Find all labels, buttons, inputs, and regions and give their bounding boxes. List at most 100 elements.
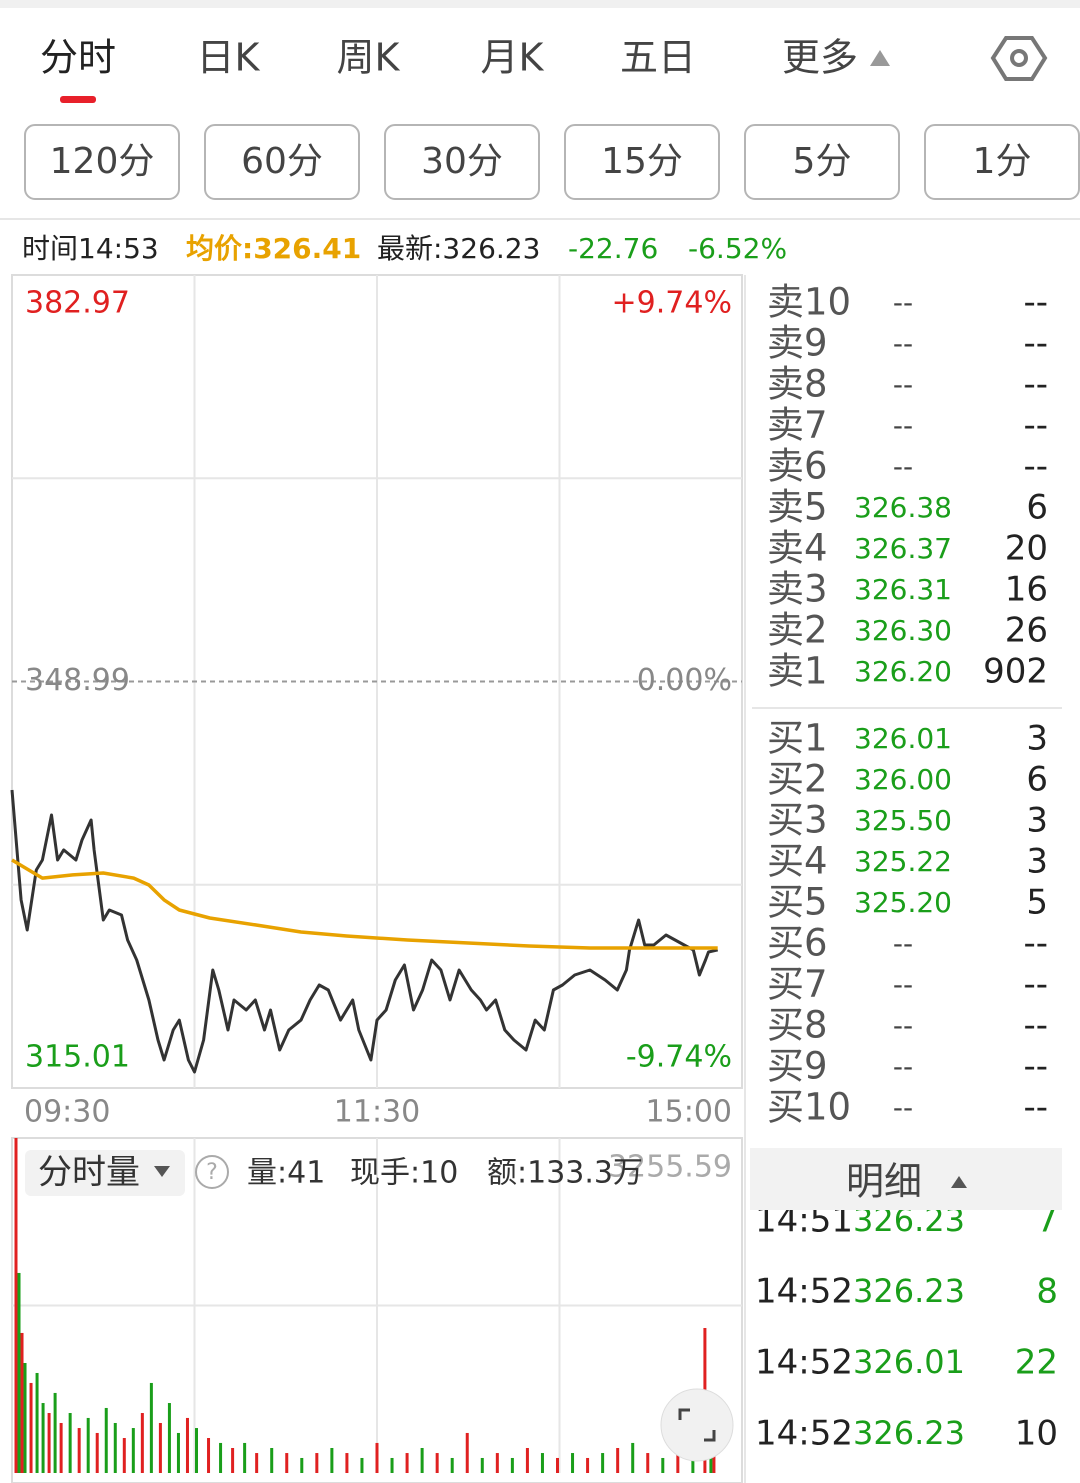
book-volume: -- — [1023, 406, 1048, 446]
tab[interactable]: 更多 — [782, 36, 858, 80]
book-volume: 3 — [1026, 801, 1048, 841]
book-volume: -- — [1023, 283, 1048, 323]
book-label: 买6 — [767, 922, 828, 965]
volume-bar — [345, 1453, 349, 1473]
book-price: -- — [893, 409, 913, 442]
book-label: 卖7 — [767, 404, 828, 447]
book-price: 326.01 — [854, 722, 952, 755]
book-label: 买2 — [767, 758, 828, 801]
volume-bar — [207, 1438, 211, 1473]
book-volume: 3 — [1026, 842, 1048, 882]
info-change: -22.76 — [568, 232, 658, 265]
period-button[interactable] — [744, 124, 900, 200]
book-volume: 20 — [1005, 529, 1048, 569]
volume-bar — [616, 1447, 620, 1473]
volume-bar — [255, 1453, 259, 1473]
volume-bar — [219, 1442, 223, 1473]
fullscreen-button[interactable] — [660, 1388, 734, 1462]
book-price: -- — [893, 327, 913, 360]
volume-bar — [243, 1442, 247, 1473]
book-volume: 5 — [1026, 883, 1048, 923]
y2-tick-label: -9.74% — [626, 1040, 732, 1075]
book-price: 326.38 — [854, 491, 952, 524]
book-label: 卖10 — [767, 281, 851, 324]
amount: 额:133.3万 — [487, 1156, 643, 1191]
y-tick-label: 348.99 — [25, 663, 130, 698]
hand: 现手:10 — [350, 1156, 458, 1191]
info-avg: 均价:326.41 — [186, 232, 361, 265]
settings-icon[interactable] — [990, 36, 1048, 81]
period-button[interactable] — [204, 124, 360, 200]
volume-bar — [113, 1422, 117, 1473]
volume-bar — [158, 1422, 162, 1473]
price-line — [11, 858, 718, 950]
volume-bar — [435, 1453, 439, 1473]
volume-bar — [185, 1417, 189, 1473]
volume-bar — [95, 1432, 99, 1473]
volume-bar — [420, 1447, 424, 1473]
volume-bar — [540, 1453, 544, 1473]
book-volume: 902 — [983, 652, 1048, 692]
detail-header — [750, 1148, 1062, 1210]
detail-title: 明细 — [846, 1160, 922, 1204]
period-label[interactable]: 1分 — [973, 141, 1032, 182]
volume-bar — [122, 1438, 126, 1473]
detail-volume: 8 — [1036, 1272, 1058, 1312]
volume-bar — [510, 1457, 514, 1473]
volume-bar — [676, 1447, 680, 1473]
book-label: 买7 — [767, 963, 828, 1006]
book-price: -- — [893, 968, 913, 1001]
period-label[interactable]: 30分 — [421, 141, 503, 182]
volume-bar — [330, 1447, 334, 1473]
period-label[interactable]: 120分 — [50, 141, 155, 182]
volume-bar — [465, 1432, 469, 1473]
period-label[interactable]: 5分 — [793, 141, 852, 182]
detail-time: 14:52 — [755, 1414, 853, 1454]
book-price: 325.50 — [854, 804, 952, 837]
volume-bar — [480, 1457, 484, 1473]
tab[interactable]: 月K — [481, 36, 545, 80]
period-button[interactable] — [24, 124, 180, 200]
volume-type-button[interactable] — [25, 1150, 185, 1196]
book-label: 买8 — [767, 1004, 828, 1047]
tab[interactable]: 分时 — [40, 36, 116, 80]
help-icon[interactable] — [195, 1155, 229, 1189]
book-label: 卖9 — [767, 322, 828, 365]
book-price: 325.22 — [854, 845, 952, 878]
book-price: -- — [893, 1050, 913, 1083]
tab[interactable]: 日K — [197, 36, 261, 80]
detail-time: 14:52 — [755, 1343, 853, 1383]
book-label: 卖1 — [767, 650, 828, 693]
period-button[interactable] — [564, 124, 720, 200]
book-volume: 3 — [1026, 719, 1048, 759]
fullscreen-icon — [678, 1408, 716, 1442]
book-price: -- — [893, 1091, 913, 1124]
period-button[interactable] — [384, 124, 540, 200]
book-volume: -- — [1023, 324, 1048, 364]
volume-bar — [586, 1457, 590, 1473]
book-price: 326.37 — [854, 532, 952, 565]
tab[interactable]: 周K — [337, 36, 401, 80]
volume-bar — [17, 1272, 21, 1473]
volume-bar — [495, 1453, 499, 1473]
volume-bar — [68, 1413, 72, 1473]
volume-bar — [47, 1413, 51, 1473]
x-tick-label: 15:00 — [646, 1095, 732, 1130]
book-price: -- — [893, 368, 913, 401]
detail-price: 326.23 — [853, 1414, 965, 1452]
book-label: 买9 — [767, 1045, 828, 1088]
more-arrow — [870, 50, 890, 66]
info-latest: 最新:326.23 — [377, 232, 540, 265]
volume-bar — [405, 1453, 409, 1473]
period-label[interactable]: 60分 — [241, 141, 323, 182]
book-volume: 16 — [1005, 570, 1048, 610]
book-volume: -- — [1023, 365, 1048, 405]
period-button[interactable] — [924, 124, 1080, 200]
period-label[interactable]: 15分 — [601, 141, 683, 182]
tab[interactable]: 五日 — [620, 36, 696, 80]
price-line — [10, 789, 719, 1074]
volume-bar — [360, 1457, 364, 1473]
